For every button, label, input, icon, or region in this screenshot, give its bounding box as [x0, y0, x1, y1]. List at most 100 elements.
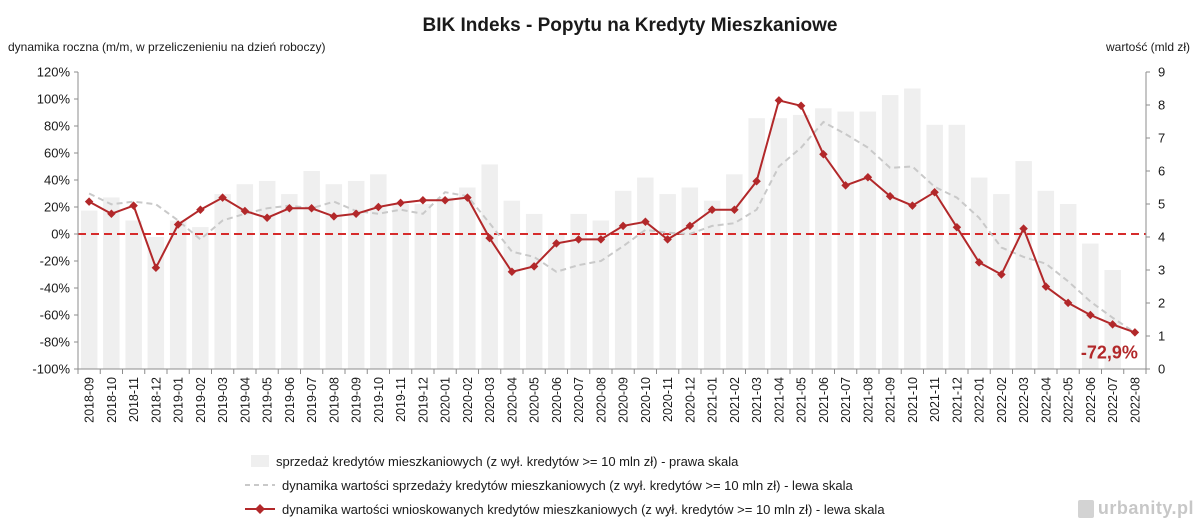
bar-2021-06 — [815, 108, 832, 370]
watermark-logo-icon — [1077, 499, 1094, 518]
x-tick-label: 2021-03 — [750, 377, 764, 423]
x-tick-label: 2019-06 — [283, 377, 297, 423]
x-tick-label: 2021-09 — [884, 377, 898, 423]
x-tick-label: 2020-02 — [461, 377, 475, 423]
bar-2021-11 — [926, 124, 943, 369]
x-tick-label: 2019-04 — [238, 377, 252, 423]
marker-2019-02 — [196, 205, 205, 214]
x-tick-label: 2020-12 — [683, 377, 697, 423]
legend-marker-icon — [255, 504, 265, 514]
right-tick-label: 8 — [1158, 98, 1165, 113]
left-tick-label: 100% — [37, 92, 71, 107]
left-tick-label: 40% — [44, 173, 70, 188]
marker-2019-12 — [418, 195, 428, 205]
bar-2018-10 — [103, 197, 120, 369]
bar-2021-07 — [837, 111, 854, 369]
x-tick-label: 2018-12 — [149, 377, 163, 423]
bar-2021-12 — [948, 124, 966, 369]
bar-2019-11 — [392, 204, 409, 369]
x-tick-label: 2022-03 — [1017, 377, 1031, 423]
x-tick-label: 2018-11 — [127, 377, 141, 422]
x-tick-label: 2020-01 — [439, 377, 453, 423]
bar-2020-09 — [614, 190, 632, 369]
bar-2019-01 — [169, 220, 187, 369]
marker-2019-06 — [285, 204, 294, 213]
left-tick-label: 60% — [44, 146, 70, 161]
left-tick-label: 120% — [37, 65, 71, 80]
bar-2020-08 — [592, 220, 610, 369]
legend-label-bars: sprzedaż kredytów mieszkaniowych (z wył.… — [276, 454, 739, 469]
x-tick-label: 2019-09 — [350, 377, 364, 423]
x-tick-label: 2018-09 — [83, 377, 97, 423]
right-tick-label: 9 — [1158, 65, 1165, 80]
marker-2020-02 — [463, 193, 472, 202]
marker-2018-11 — [129, 201, 138, 210]
left-tick-label: -100% — [32, 362, 70, 377]
marker-2019-08 — [329, 212, 339, 221]
marker-2019-10 — [374, 202, 383, 212]
right-tick-label: 1 — [1158, 329, 1165, 344]
x-tick-label: 2022-06 — [1084, 377, 1098, 423]
left-axis-title: dynamika roczna (m/m, w przeliczenieniu … — [8, 40, 325, 54]
x-tick-label: 2020-03 — [483, 377, 497, 423]
x-tick-label: 2020-08 — [594, 377, 608, 423]
marker-2021-05 — [796, 101, 806, 111]
x-tick-label: 2019-01 — [172, 377, 186, 423]
right-tick-label: 7 — [1158, 131, 1165, 146]
bar-2021-04 — [770, 118, 788, 369]
marker-2022-05 — [1063, 298, 1073, 308]
bar-2022-02 — [993, 194, 1010, 369]
bar-2020-06 — [548, 233, 565, 369]
bar-2019-12 — [414, 204, 432, 369]
marker-2021-04 — [774, 96, 784, 105]
bar-2021-03 — [748, 118, 765, 369]
marker-2018-10 — [107, 209, 116, 219]
bar-2021-09 — [881, 95, 899, 369]
x-tick-label: 2020-06 — [550, 377, 564, 423]
x-tick-label: 2019-05 — [261, 377, 275, 423]
marker-2019-04 — [240, 206, 250, 216]
marker-2022-02 — [997, 270, 1006, 279]
left-tick-label: 0% — [51, 227, 70, 242]
x-tick-label: 2019-11 — [394, 377, 408, 422]
bar-2022-07 — [1104, 270, 1121, 369]
chart-title: BIK Indeks - Popytu na Kredyty Mieszkani… — [423, 15, 838, 36]
bar-2020-05 — [525, 213, 543, 369]
marker-2022-04 — [1041, 282, 1051, 291]
last-value-annotation: -72,9% — [1081, 342, 1138, 362]
bar-2020-10 — [637, 177, 654, 369]
x-tick-label: 2021-01 — [706, 377, 720, 423]
marker-2018-12 — [151, 263, 161, 273]
left-tick-label: 20% — [44, 200, 70, 215]
x-tick-label: 2019-10 — [372, 377, 386, 423]
legend-swatch-bars — [251, 455, 269, 467]
x-tick-label: 2021-06 — [817, 377, 831, 423]
x-tick-label: 2022-08 — [1128, 377, 1142, 423]
bar-2020-03 — [481, 164, 498, 369]
marker-2022-07 — [1108, 320, 1117, 329]
right-tick-label: 6 — [1158, 164, 1165, 179]
left-tick-label: 80% — [44, 119, 70, 134]
bar-series — [80, 88, 1121, 370]
bar-2020-04 — [503, 200, 521, 369]
marker-2019-03 — [218, 193, 227, 202]
marker-2020-04 — [507, 267, 517, 277]
x-tick-label: 2022-07 — [1106, 377, 1120, 423]
right-tick-label: 4 — [1158, 230, 1165, 245]
right-tick-label: 2 — [1158, 296, 1165, 311]
x-tick-label: 2021-10 — [906, 377, 920, 423]
legend-label-dashed-line: dynamika wartości sprzedaży kredytów mie… — [282, 478, 854, 493]
marker-2019-01 — [173, 220, 183, 229]
right-tick-label: 3 — [1158, 263, 1165, 278]
x-tick-label: 2021-05 — [795, 377, 809, 423]
x-tick-label: 2022-01 — [973, 377, 987, 423]
watermark-text: urbanity.pl — [1097, 498, 1194, 518]
x-tick-label: 2019-08 — [327, 377, 341, 423]
bar-2021-08 — [859, 111, 877, 369]
x-tick-label: 2022-02 — [995, 377, 1009, 423]
bar-2020-07 — [570, 213, 587, 369]
bar-2020-11 — [659, 194, 676, 369]
legend-label-marker-line: dynamika wartości wnioskowanych kredytów… — [282, 502, 885, 517]
left-tick-label: -60% — [40, 308, 71, 323]
